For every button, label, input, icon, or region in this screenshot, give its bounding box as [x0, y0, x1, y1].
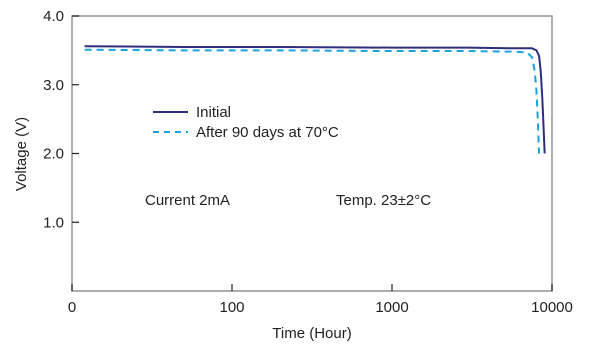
series-line-initial: [84, 45, 546, 154]
y-tick-label: 3.0: [43, 77, 64, 94]
series-line-after-90-days: [84, 48, 541, 154]
y-tick-label: 4.0: [43, 8, 64, 25]
legend-label-after-90-days: After 90 days at 70°C: [196, 124, 339, 141]
legend: Initial After 90 days at 70°C: [153, 104, 339, 141]
series-layer: [84, 45, 546, 154]
y-tick-label: 2.0: [43, 146, 64, 163]
plot-frame: [71, 15, 553, 292]
x-axis: 0 100 1000 10000: [68, 284, 573, 316]
x-tick-label: 100: [219, 299, 244, 316]
annotation-temperature: Temp. 23±2°C: [336, 192, 431, 209]
legend-label-initial: Initial: [196, 104, 231, 121]
y-tick-label: 1.0: [43, 214, 64, 231]
y-axis-title: Voltage (V): [13, 117, 30, 191]
x-tick-label: 1000: [375, 299, 408, 316]
x-tick-label: 0: [68, 299, 76, 316]
annotation-current: Current 2mA: [145, 192, 230, 209]
x-axis-title: Time (Hour): [272, 325, 351, 342]
y-axis: 1.0 2.0 3.0 4.0: [43, 8, 79, 231]
x-tick-label: 10000: [531, 299, 573, 316]
